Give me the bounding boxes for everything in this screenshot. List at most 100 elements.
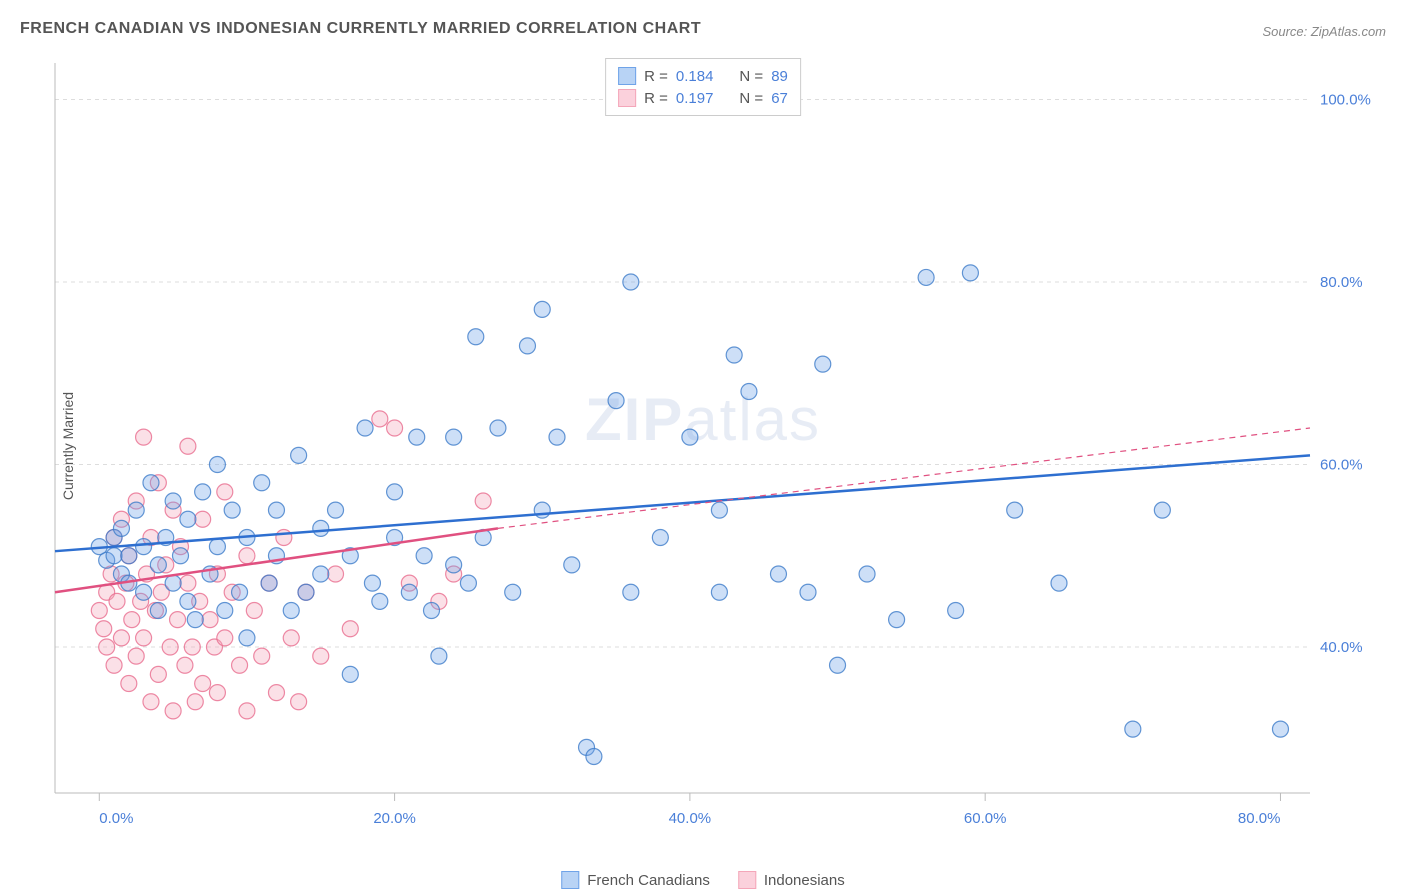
scatter-point	[1154, 502, 1170, 518]
scatter-point	[195, 676, 211, 692]
scatter-point	[1007, 502, 1023, 518]
scatter-point	[623, 274, 639, 290]
scatter-point	[298, 584, 314, 600]
scatter-point	[173, 548, 189, 564]
scatter-point	[128, 648, 144, 664]
scatter-point	[180, 438, 196, 454]
r-value: 0.197	[676, 90, 714, 107]
scatter-point	[623, 584, 639, 600]
scatter-point	[195, 484, 211, 500]
n-value: 67	[771, 90, 788, 107]
scatter-point	[889, 612, 905, 628]
scatter-point	[268, 502, 284, 518]
scatter-point	[948, 603, 964, 619]
legend-swatch	[738, 871, 756, 889]
scatter-point	[328, 502, 344, 518]
scatter-point	[401, 584, 417, 600]
legend-swatch	[561, 871, 579, 889]
trend-line-dashed	[498, 428, 1310, 528]
scatter-point	[770, 566, 786, 582]
scatter-point	[652, 530, 668, 546]
n-label: N =	[739, 90, 763, 107]
scatter-point	[446, 557, 462, 573]
scatter-point	[313, 520, 329, 536]
scatter-point	[165, 575, 181, 591]
scatter-point	[283, 603, 299, 619]
scatter-point	[106, 657, 122, 673]
scatter-plot: 40.0%60.0%80.0%100.0%0.0%20.0%40.0%60.0%…	[45, 55, 1385, 835]
scatter-point	[586, 749, 602, 765]
scatter-point	[239, 630, 255, 646]
scatter-point	[113, 520, 129, 536]
scatter-point	[460, 575, 476, 591]
scatter-point	[431, 648, 447, 664]
scatter-point	[209, 685, 225, 701]
scatter-point	[357, 420, 373, 436]
scatter-point	[549, 429, 565, 445]
stats-legend-row: R = 0.197 N = 67	[618, 87, 788, 109]
scatter-point	[313, 566, 329, 582]
scatter-point	[564, 557, 580, 573]
scatter-point	[209, 457, 225, 473]
scatter-point	[446, 429, 462, 445]
scatter-point	[91, 603, 107, 619]
scatter-point	[143, 475, 159, 491]
scatter-point	[165, 493, 181, 509]
r-value: 0.184	[676, 68, 714, 85]
scatter-point	[608, 393, 624, 409]
scatter-point	[180, 575, 196, 591]
scatter-point	[106, 548, 122, 564]
n-value: 89	[771, 68, 788, 85]
scatter-point	[387, 420, 403, 436]
scatter-point	[276, 530, 292, 546]
scatter-point	[313, 648, 329, 664]
scatter-point	[283, 630, 299, 646]
chart-title: FRENCH CANADIAN VS INDONESIAN CURRENTLY …	[20, 20, 701, 38]
scatter-point	[519, 338, 535, 354]
scatter-point	[246, 603, 262, 619]
scatter-point	[291, 694, 307, 710]
scatter-point	[195, 511, 211, 527]
y-tick-label: 80.0%	[1320, 274, 1363, 291]
scatter-point	[815, 356, 831, 372]
source-attribution: Source: ZipAtlas.com	[1262, 24, 1386, 39]
scatter-point	[150, 557, 166, 573]
scatter-point	[859, 566, 875, 582]
scatter-point	[136, 429, 152, 445]
scatter-point	[217, 630, 233, 646]
r-label: R =	[644, 90, 668, 107]
scatter-point	[711, 502, 727, 518]
scatter-point	[409, 429, 425, 445]
series-legend-item: Indonesians	[738, 871, 845, 889]
x-tick-label: 40.0%	[669, 810, 712, 827]
scatter-point	[239, 548, 255, 564]
scatter-point	[180, 511, 196, 527]
y-tick-label: 40.0%	[1320, 639, 1363, 656]
scatter-point	[150, 666, 166, 682]
scatter-point	[217, 603, 233, 619]
scatter-point	[364, 575, 380, 591]
scatter-point	[96, 621, 112, 637]
scatter-point	[128, 502, 144, 518]
scatter-point	[136, 584, 152, 600]
scatter-point	[534, 301, 550, 317]
scatter-point	[1051, 575, 1067, 591]
scatter-point	[124, 612, 140, 628]
scatter-point	[209, 539, 225, 555]
scatter-point	[372, 411, 388, 427]
scatter-point	[1125, 721, 1141, 737]
scatter-point	[254, 648, 270, 664]
scatter-point	[170, 612, 186, 628]
scatter-point	[726, 347, 742, 363]
scatter-point	[475, 493, 491, 509]
scatter-point	[187, 612, 203, 628]
scatter-point	[136, 539, 152, 555]
scatter-point	[143, 694, 159, 710]
x-tick-label: 20.0%	[373, 810, 416, 827]
scatter-point	[165, 703, 181, 719]
series-legend-item: French Canadians	[561, 871, 710, 889]
scatter-point	[232, 657, 248, 673]
scatter-point	[187, 694, 203, 710]
scatter-point	[800, 584, 816, 600]
scatter-point	[962, 265, 978, 281]
